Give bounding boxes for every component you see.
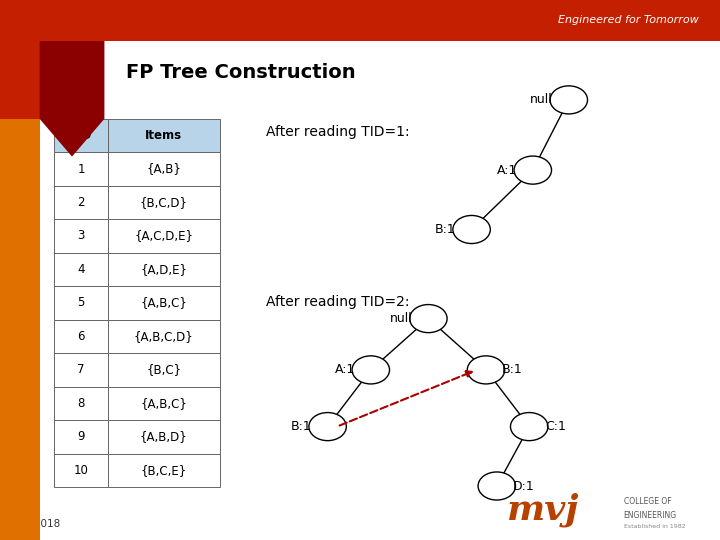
Bar xyxy=(0,40,40,540)
Text: {B,C}: {B,C} xyxy=(146,363,181,376)
Bar xyxy=(0,40,101,119)
FancyBboxPatch shape xyxy=(108,119,220,152)
Text: 7: 7 xyxy=(77,363,85,376)
Text: null: null xyxy=(390,312,413,325)
FancyBboxPatch shape xyxy=(108,286,220,320)
FancyBboxPatch shape xyxy=(54,420,108,454)
Text: {A,B,C}: {A,B,C} xyxy=(140,296,187,309)
FancyBboxPatch shape xyxy=(108,320,220,353)
Circle shape xyxy=(514,156,552,184)
Text: 3: 3 xyxy=(77,230,85,242)
Text: 9: 9 xyxy=(77,430,85,443)
Text: B:1: B:1 xyxy=(502,363,523,376)
Text: A:1: A:1 xyxy=(497,164,517,177)
Text: {A,B}: {A,B} xyxy=(146,163,181,176)
Text: 4: 4 xyxy=(77,263,85,276)
Text: null: null xyxy=(530,93,553,106)
Circle shape xyxy=(309,413,346,441)
Text: B:1: B:1 xyxy=(435,223,456,236)
Bar xyxy=(0,0,720,40)
Text: mvj: mvj xyxy=(507,492,580,527)
Circle shape xyxy=(352,356,390,384)
Text: {A,B,D}: {A,B,D} xyxy=(140,430,188,443)
Circle shape xyxy=(467,356,505,384)
FancyBboxPatch shape xyxy=(108,253,220,286)
Text: {A,B,C,D}: {A,B,C,D} xyxy=(134,330,194,343)
FancyBboxPatch shape xyxy=(54,253,108,286)
Text: 8: 8 xyxy=(77,397,85,410)
FancyBboxPatch shape xyxy=(54,286,108,320)
Text: C:1: C:1 xyxy=(545,420,566,433)
Text: COLLEGE OF: COLLEGE OF xyxy=(624,497,671,506)
FancyBboxPatch shape xyxy=(54,186,108,219)
Text: {B,C,D}: {B,C,D} xyxy=(140,196,188,209)
Text: {A,B,C}: {A,B,C} xyxy=(140,397,187,410)
Text: Engineered for Tomorrow: Engineered for Tomorrow xyxy=(558,15,698,25)
Text: Established in 1982: Established in 1982 xyxy=(624,524,685,529)
FancyBboxPatch shape xyxy=(54,353,108,387)
Circle shape xyxy=(410,305,447,333)
Circle shape xyxy=(510,413,548,441)
Text: 5: 5 xyxy=(77,296,85,309)
Text: 2: 2 xyxy=(77,196,85,209)
FancyBboxPatch shape xyxy=(108,186,220,219)
FancyBboxPatch shape xyxy=(108,353,220,387)
FancyBboxPatch shape xyxy=(54,387,108,420)
FancyBboxPatch shape xyxy=(54,219,108,253)
Text: After reading TID=1:: After reading TID=1: xyxy=(266,125,410,139)
FancyBboxPatch shape xyxy=(108,454,220,487)
Circle shape xyxy=(453,215,490,244)
FancyBboxPatch shape xyxy=(54,320,108,353)
Text: 6: 6 xyxy=(77,330,85,343)
Text: TID: TID xyxy=(70,129,92,142)
FancyBboxPatch shape xyxy=(54,119,108,152)
Text: 10: 10 xyxy=(73,464,89,477)
Circle shape xyxy=(550,86,588,114)
Text: FP Tree Construction: FP Tree Construction xyxy=(126,63,356,83)
FancyBboxPatch shape xyxy=(54,152,108,186)
Text: 1: 1 xyxy=(77,163,85,176)
Text: 9/19/2018: 9/19/2018 xyxy=(7,519,60,529)
FancyBboxPatch shape xyxy=(54,454,108,487)
FancyBboxPatch shape xyxy=(108,420,220,454)
Text: {A,C,D,E}: {A,C,D,E} xyxy=(135,230,193,242)
Text: After reading TID=2:: After reading TID=2: xyxy=(266,295,410,309)
Text: ENGINEERING: ENGINEERING xyxy=(624,511,677,519)
Text: Items: Items xyxy=(145,129,182,142)
FancyBboxPatch shape xyxy=(108,219,220,253)
Polygon shape xyxy=(40,40,104,157)
Text: A:1: A:1 xyxy=(335,363,355,376)
Text: D:1: D:1 xyxy=(513,480,534,492)
Text: B:1: B:1 xyxy=(291,420,312,433)
Text: {A,D,E}: {A,D,E} xyxy=(140,263,187,276)
Text: {B,C,E}: {B,C,E} xyxy=(140,464,187,477)
FancyBboxPatch shape xyxy=(108,152,220,186)
Circle shape xyxy=(478,472,516,500)
FancyBboxPatch shape xyxy=(108,387,220,420)
